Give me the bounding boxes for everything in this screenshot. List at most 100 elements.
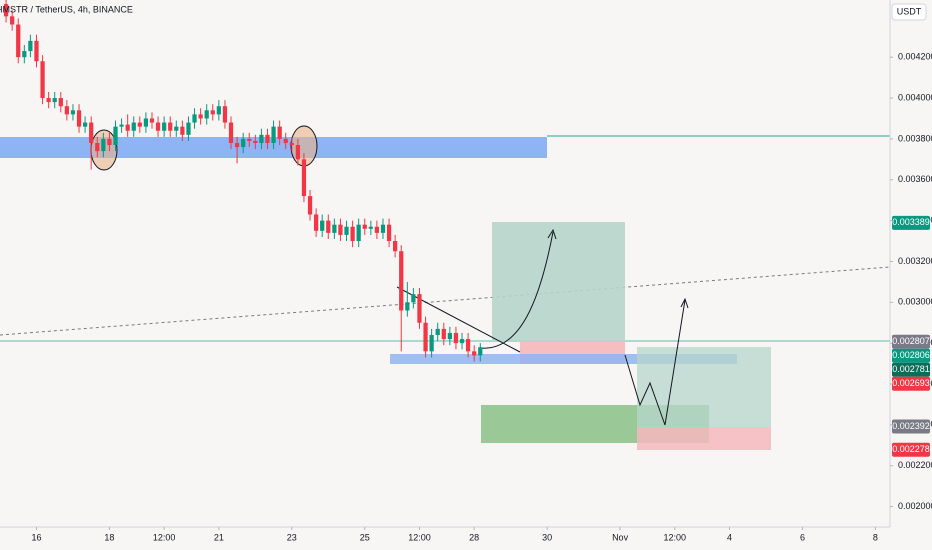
candle-body xyxy=(362,224,367,229)
candle-body xyxy=(198,114,203,119)
candle-body xyxy=(216,106,221,115)
currency: USDT xyxy=(897,6,922,16)
candle-body xyxy=(162,122,167,131)
candle-body xyxy=(119,124,124,127)
candle-body xyxy=(429,334,434,352)
candle-body xyxy=(155,122,161,131)
candle-body xyxy=(107,138,112,146)
long-target-zone-2 xyxy=(637,347,771,427)
long-target-zone xyxy=(492,222,625,342)
candle-body xyxy=(3,4,9,17)
candle-body xyxy=(28,40,33,52)
x-tick-label: 18 xyxy=(104,532,114,542)
candle-body xyxy=(180,126,185,135)
candle-body xyxy=(58,98,63,107)
candle-body xyxy=(295,145,301,160)
candles xyxy=(3,0,483,362)
currency-box xyxy=(891,3,927,21)
y-tick-label: 0.002200 xyxy=(898,460,932,470)
candle-body xyxy=(265,134,270,143)
x-tick-label: Nov xyxy=(612,532,629,542)
price-tag-label: 0.002806 xyxy=(892,350,930,360)
x-tick-label: 23 xyxy=(287,532,297,542)
candle-body xyxy=(368,226,373,229)
candle-body xyxy=(289,142,294,146)
price-tag xyxy=(892,362,930,377)
price-tag-label: 0.002807 xyxy=(892,336,930,346)
candle-body xyxy=(441,328,446,340)
candle-body xyxy=(210,110,215,115)
candle-body xyxy=(338,224,343,235)
y-tick-label: 0.002000 xyxy=(898,501,932,511)
drawings xyxy=(0,125,891,450)
candle-body xyxy=(52,98,57,103)
y-tick-label: 0.004000 xyxy=(898,92,932,102)
candle-body xyxy=(186,122,191,135)
x-tick-label: 8 xyxy=(873,532,878,542)
candle-body xyxy=(174,126,179,131)
candle-body xyxy=(95,142,100,152)
x-tick-label: 12:00 xyxy=(408,532,431,542)
candle-body xyxy=(143,118,149,127)
candle-body xyxy=(393,241,398,252)
price-tag-label: 0.002781 xyxy=(892,364,930,374)
candle-body xyxy=(350,226,355,242)
candle-body xyxy=(472,351,477,356)
candle-body xyxy=(259,134,264,143)
candle-body xyxy=(411,294,416,303)
candle-body xyxy=(399,251,404,311)
candle-body xyxy=(40,61,45,99)
price-tag-label: 0.002392 xyxy=(892,421,930,431)
candle-body xyxy=(478,347,483,356)
y-tick-label: 0.003000 xyxy=(898,297,932,307)
candle-body xyxy=(271,126,276,143)
price-tag xyxy=(892,376,930,391)
candle-body xyxy=(241,138,246,148)
x-tick-label: 30 xyxy=(542,532,552,542)
candle-body xyxy=(423,322,428,352)
candle-body xyxy=(326,220,331,233)
candle-body xyxy=(405,302,410,311)
y-tick-label: 0.003600 xyxy=(898,174,932,184)
price-tag xyxy=(892,442,930,457)
arrow-head xyxy=(547,228,557,240)
candle-body xyxy=(34,40,39,62)
x-tick-label: 16 xyxy=(31,532,41,542)
price-tag xyxy=(892,419,930,434)
candle-body xyxy=(332,224,337,233)
candle-body xyxy=(228,122,234,143)
price-tag xyxy=(892,334,930,349)
long-stop-zone-2 xyxy=(637,427,771,450)
y-tick-label: 0.003200 xyxy=(898,256,932,266)
candle-body xyxy=(64,106,69,115)
candle-body xyxy=(459,339,465,344)
x-tick-label: 4 xyxy=(727,532,732,542)
candle-body xyxy=(46,98,51,103)
chart-title: HMSTR / TetherUS, 4h, BINANCE xyxy=(0,4,133,14)
candle-body xyxy=(277,126,282,139)
projection-arrow xyxy=(479,231,554,349)
candle-body xyxy=(453,332,459,344)
price-tag-label: 0.002693 xyxy=(892,378,930,388)
price-tag xyxy=(892,348,930,363)
candle-body xyxy=(113,126,118,146)
candle-body xyxy=(204,110,209,119)
candle-body xyxy=(314,214,319,231)
candle-body xyxy=(149,118,155,123)
price-tag xyxy=(892,215,930,230)
candle-body xyxy=(447,332,452,340)
candle-body xyxy=(320,220,325,231)
candle-body xyxy=(380,224,386,233)
x-tick-label: 12:00 xyxy=(664,532,687,542)
candle-body xyxy=(253,140,258,143)
support-zone-small xyxy=(390,354,737,364)
y-tick-label: 0.003800 xyxy=(898,133,932,143)
candle-body xyxy=(344,226,349,235)
candle-body xyxy=(16,24,21,58)
price-tag-label: 0.003389 xyxy=(892,217,930,227)
candle-body xyxy=(76,110,82,127)
candle-body xyxy=(417,294,422,323)
candle-body xyxy=(374,226,380,233)
